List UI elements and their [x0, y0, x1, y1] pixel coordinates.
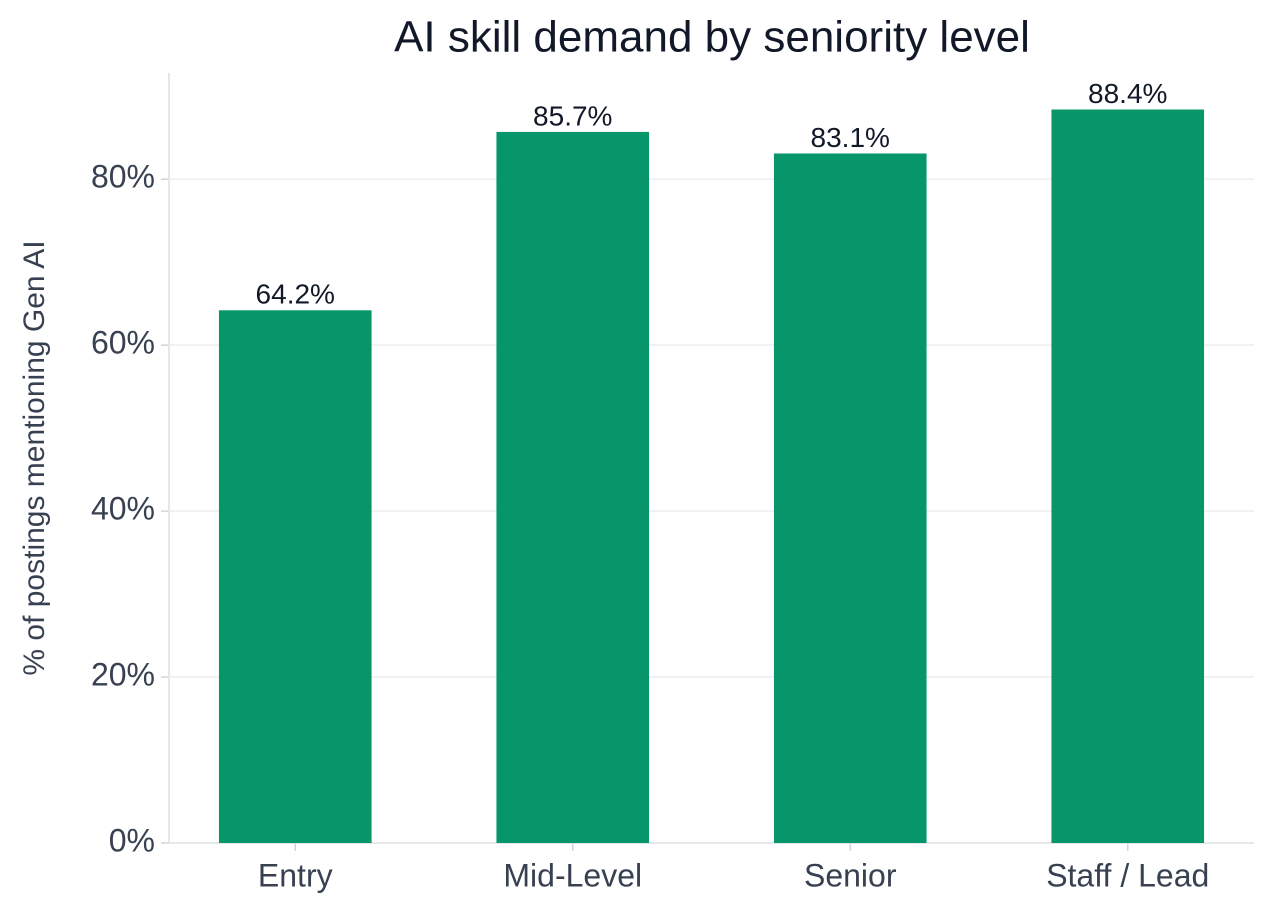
- y-tick-label: 40%: [91, 491, 155, 527]
- y-tick-label: 60%: [91, 325, 155, 361]
- x-tick-label: Senior: [804, 857, 897, 893]
- value-label: 88.4%: [1088, 78, 1167, 109]
- y-tick-label: 20%: [91, 657, 155, 693]
- x-tick-label: Entry: [258, 857, 333, 893]
- x-tick-label: Mid-Level: [503, 857, 642, 893]
- chart-title: AI skill demand by seniority level: [394, 13, 1030, 62]
- bar: [1051, 109, 1205, 844]
- x-tick-label: Staff / Lead: [1046, 857, 1209, 893]
- value-label: 83.1%: [811, 122, 890, 153]
- bar: [218, 310, 372, 843]
- bar: [496, 131, 650, 844]
- value-label: 85.7%: [533, 100, 612, 131]
- y-tick-label: 0%: [109, 822, 155, 858]
- value-label: 64.2%: [256, 279, 335, 310]
- y-tick-label: 80%: [91, 159, 155, 195]
- bar: [773, 153, 927, 843]
- y-axis-label: % of postings mentioning Gen AI: [18, 240, 51, 675]
